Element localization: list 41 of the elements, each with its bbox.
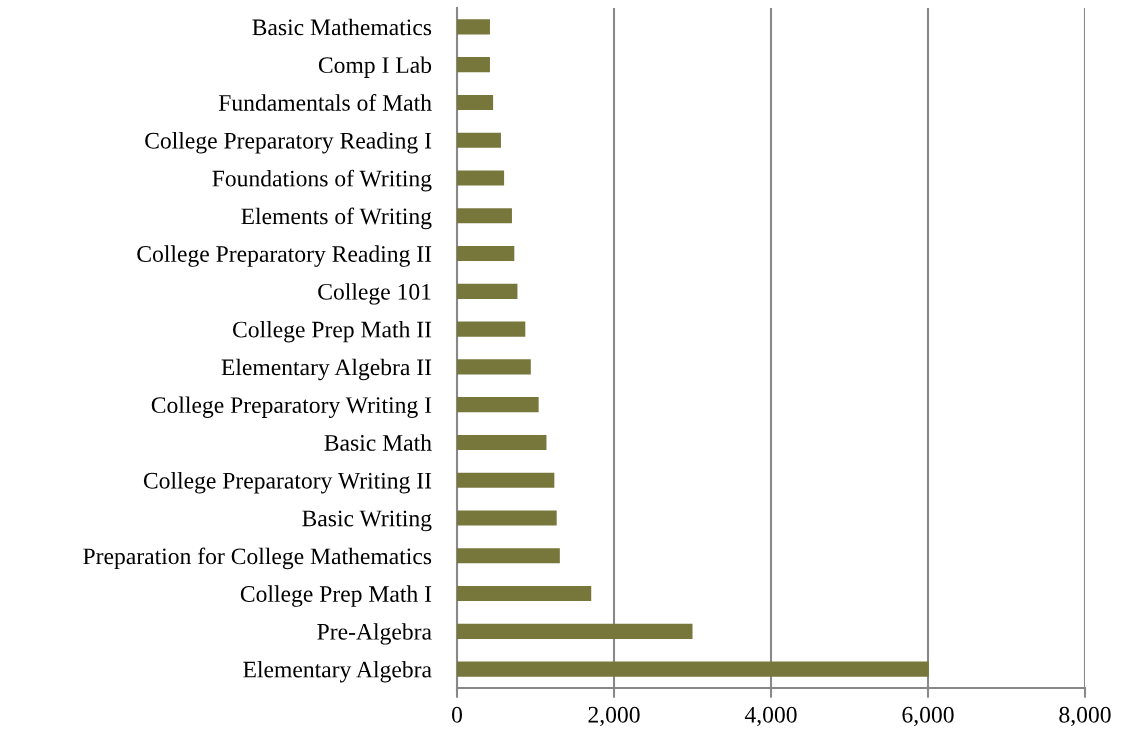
bar bbox=[457, 132, 501, 148]
bar bbox=[457, 321, 526, 337]
y-tick-label: College 101 bbox=[318, 283, 431, 305]
bar bbox=[457, 510, 557, 526]
x-tick-label: 8,000 bbox=[1059, 706, 1111, 727]
bar bbox=[457, 397, 539, 413]
bar bbox=[457, 283, 518, 299]
y-tick-label: Pre-Algebra bbox=[317, 623, 432, 645]
bar bbox=[457, 434, 547, 450]
y-tick-label: College Preparatory Writing II bbox=[143, 472, 432, 494]
y-tick-label: Comp I Lab bbox=[318, 56, 432, 78]
bar bbox=[457, 208, 512, 224]
bar bbox=[457, 661, 929, 677]
bar bbox=[457, 359, 531, 375]
y-tick-label: Elementary Algebra II bbox=[221, 358, 432, 381]
bar bbox=[457, 57, 490, 73]
x-tick-label: 2,000 bbox=[588, 706, 640, 727]
y-tick-label: College Prep Math I bbox=[240, 585, 432, 607]
bar bbox=[457, 586, 592, 602]
y-tick-label: College Preparatory Reading I bbox=[145, 132, 432, 154]
y-tick-label: Basic Math bbox=[324, 434, 432, 451]
y-tick-label: Basic Mathematics bbox=[252, 18, 432, 36]
x-tick-label: 0 bbox=[452, 706, 462, 723]
bar bbox=[457, 548, 560, 564]
y-tick-label: Elementary Algebra bbox=[243, 660, 432, 683]
bar bbox=[457, 19, 490, 35]
bar bbox=[457, 94, 494, 110]
y-tick-label: Elements of Writing bbox=[241, 207, 432, 230]
y-tick-label: College Preparatory Writing I bbox=[151, 396, 432, 418]
x-tick-label: 6,000 bbox=[902, 706, 954, 727]
y-tick-label: Preparation for College Mathematics bbox=[83, 547, 432, 570]
x-tick-label: 4,000 bbox=[744, 706, 797, 727]
y-tick-label: Fundamentals of Math bbox=[218, 94, 432, 111]
y-tick-label: College Prep Math II bbox=[232, 320, 432, 343]
bar bbox=[457, 246, 515, 262]
y-tick-label: Foundations of Writing bbox=[212, 169, 432, 192]
bar bbox=[457, 623, 693, 639]
bar bbox=[457, 170, 505, 186]
bar bbox=[457, 472, 555, 488]
y-tick-label: Basic Writing bbox=[302, 510, 432, 532]
y-tick-label: College Preparatory Reading II bbox=[137, 245, 432, 267]
